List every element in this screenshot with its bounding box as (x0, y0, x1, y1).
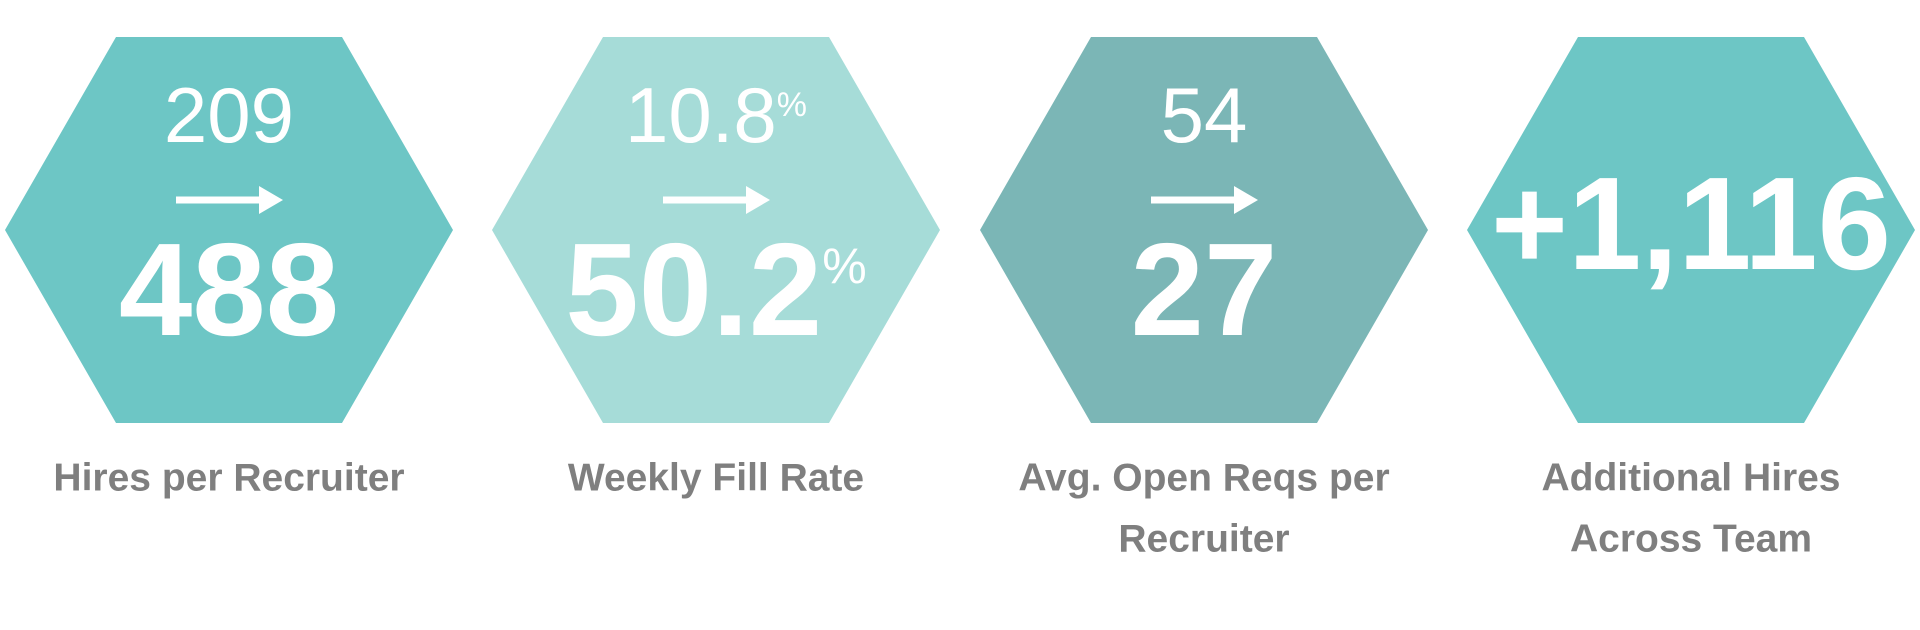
before-number: 54 (1161, 71, 1248, 159)
before-number: 10.8 (625, 71, 777, 159)
after-number: 488 (119, 216, 339, 363)
after-unit: % (822, 238, 866, 294)
stat-label: Across Team (1570, 517, 1812, 560)
stat-card: 10.8%50.2%Weekly Fill Rate (492, 37, 940, 499)
hexagon (1467, 37, 1915, 423)
stat-label: Avg. Open Reqs per (1018, 456, 1389, 499)
stat-label: Hires per Recruiter (53, 456, 404, 499)
stat-label: Weekly Fill Rate (568, 456, 864, 499)
after-number: +1,116 (1491, 150, 1891, 297)
after-value: +1,116 (1491, 150, 1891, 297)
arrow-head (746, 186, 770, 214)
stat-label: Recruiter (1118, 517, 1289, 560)
before-value: 209 (164, 71, 294, 159)
hexagon (492, 37, 940, 423)
after-number: 50.2 (565, 216, 822, 363)
stat-card: 209 488 Hires per Recruiter (5, 37, 453, 499)
before-unit: % (777, 86, 807, 124)
hexagon (5, 37, 453, 423)
stat-label: Additional Hires (1541, 456, 1840, 499)
arrow-head (1234, 186, 1258, 214)
arrow-head (259, 186, 283, 214)
stat-card: 54 27 Avg. Open Reqs per Recruiter (980, 37, 1428, 560)
after-value: 50.2% (565, 216, 866, 363)
before-value: 54 (1161, 71, 1248, 159)
after-value: 27 (1131, 216, 1278, 363)
after-value: 488 (119, 216, 339, 363)
before-value: 10.8% (625, 71, 807, 159)
hexagon (980, 37, 1428, 423)
before-number: 209 (164, 71, 294, 159)
stat-card: +1,116 Additional Hires Across Team (1467, 37, 1915, 560)
after-number: 27 (1131, 216, 1278, 363)
